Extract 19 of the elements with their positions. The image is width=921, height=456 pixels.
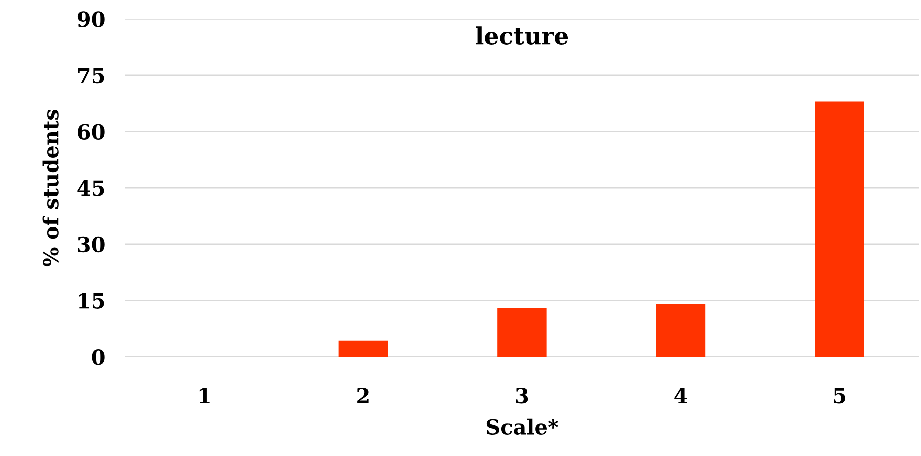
x-tick-label: 2 xyxy=(358,388,369,404)
y-tick-label: 75 xyxy=(78,68,104,84)
y-axis-title: % of students xyxy=(42,110,59,267)
y-tick-label: 45 xyxy=(78,180,104,196)
x-tick-label: 5 xyxy=(834,388,846,404)
bar xyxy=(815,102,864,358)
x-tick-label: 4 xyxy=(674,388,688,404)
x-tick-label: 3 xyxy=(516,388,528,404)
bar xyxy=(498,308,547,358)
x-axis-title: Scale* xyxy=(486,418,558,436)
y-tick-label: 30 xyxy=(78,236,105,253)
y-tick-label: 0 xyxy=(92,350,105,366)
y-tick-label: 90 xyxy=(78,12,105,28)
y-tick-label: 15 xyxy=(79,293,104,309)
x-tick-label: 1 xyxy=(200,388,210,404)
y-tick-label: 60 xyxy=(78,124,105,140)
chart-title: lecture xyxy=(476,26,568,45)
bar xyxy=(656,304,706,358)
bar xyxy=(338,340,388,358)
